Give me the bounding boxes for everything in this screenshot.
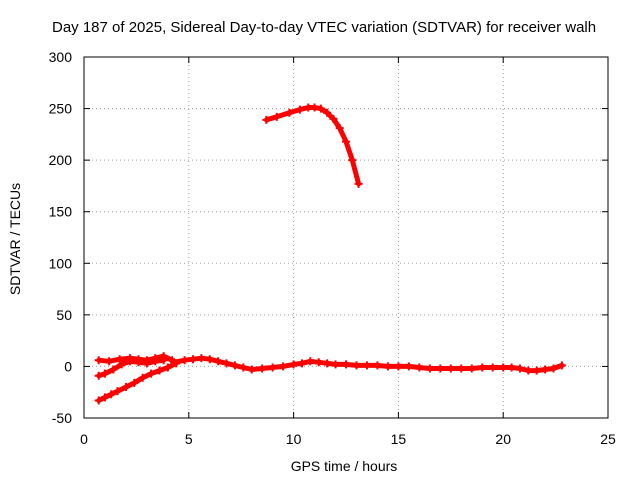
data-point: [425, 364, 434, 373]
data-point: [335, 124, 344, 133]
x-tick-label: 5: [185, 431, 193, 447]
data-point: [180, 356, 189, 365]
data-point: [295, 105, 304, 114]
data-point: [354, 179, 363, 188]
data-point: [488, 363, 497, 372]
data-point: [297, 359, 306, 368]
y-tick-label: 200: [49, 152, 73, 168]
data-point: [373, 361, 382, 370]
data-point: [214, 357, 223, 366]
x-tick-label: 15: [391, 431, 407, 447]
y-tick-label: 300: [49, 49, 73, 65]
data-point: [549, 364, 558, 373]
data-point: [323, 359, 332, 368]
data-point: [197, 354, 206, 363]
data-point: [331, 360, 340, 369]
data-point: [107, 390, 116, 399]
data-point: [262, 115, 271, 124]
data-point: [130, 378, 139, 387]
data-point: [314, 358, 323, 367]
data-point: [100, 369, 109, 378]
data-point: [142, 359, 151, 368]
data-point: [113, 387, 122, 396]
x-tick-label: 0: [80, 431, 88, 447]
data-point: [383, 362, 392, 371]
data-point: [524, 366, 533, 375]
y-tick-label: 150: [49, 204, 73, 220]
data-point: [105, 357, 114, 366]
data-point: [415, 363, 424, 372]
data-point: [94, 356, 103, 365]
data-point: [230, 361, 239, 370]
y-tick-label: -50: [52, 410, 72, 426]
data-point: [247, 365, 256, 374]
data-point: [467, 364, 476, 373]
data-point: [329, 114, 338, 123]
data-point: [100, 393, 109, 402]
y-tick-label: 0: [64, 358, 72, 374]
data-point: [394, 362, 403, 371]
data-point: [352, 361, 361, 370]
data-point: [138, 373, 147, 382]
data-point: [121, 383, 130, 392]
data-point: [279, 362, 288, 371]
chart-title: Day 187 of 2025, Sidereal Day-to-day VTE…: [52, 19, 596, 36]
data-point: [134, 358, 143, 367]
data-point: [323, 108, 332, 117]
data-point: [205, 355, 214, 364]
x-tick-label: 20: [495, 431, 511, 447]
data-point: [188, 355, 197, 364]
plot-frame: [83, 56, 609, 419]
data-point: [115, 355, 124, 364]
x-axis-label: GPS time / hours: [291, 458, 398, 474]
data-point: [155, 366, 164, 375]
data-point: [310, 103, 319, 112]
y-tick-label: 50: [56, 307, 72, 323]
data-point: [478, 363, 487, 372]
data-point: [268, 363, 277, 372]
y-tick-label: 100: [49, 255, 73, 271]
data-point: [348, 156, 357, 165]
data-point: [272, 112, 281, 121]
data-point: [222, 359, 231, 368]
data-point: [239, 363, 248, 372]
data-point: [159, 356, 168, 365]
data-point: [285, 108, 294, 117]
data-point: [532, 366, 541, 375]
y-axis-label: SDTVAR / TECUs: [7, 183, 23, 295]
data-point: [446, 364, 455, 373]
data-point: [557, 361, 566, 370]
data-point: [147, 369, 156, 378]
y-tick-label: 250: [49, 101, 73, 117]
data-point: [94, 371, 103, 380]
data-point: [109, 365, 118, 374]
data-point: [316, 104, 325, 113]
x-tick-label: 10: [286, 431, 302, 447]
data-point: [151, 357, 160, 366]
axis-ticks: 0 5 10 15 20 25 -50 0 50 100 150 200 250 300: [49, 49, 616, 447]
data-point: [342, 360, 350, 369]
data-point: [163, 363, 172, 372]
series-group: [94, 103, 566, 405]
data-point: [342, 137, 350, 146]
data-point: [289, 360, 298, 369]
data-point: [306, 357, 315, 366]
data-point: [457, 364, 466, 373]
data-point: [170, 358, 179, 367]
data-point: [404, 362, 413, 371]
x-tick-label: 25: [600, 431, 616, 447]
data-point: [94, 396, 103, 405]
data-point: [126, 357, 135, 366]
data-point: [507, 363, 516, 372]
data-point: [362, 361, 371, 370]
data-point: [499, 363, 508, 372]
data-point: [258, 364, 267, 373]
data-point: [117, 360, 126, 369]
data-point: [541, 365, 550, 374]
data-point: [515, 364, 524, 373]
data-point: [436, 364, 445, 373]
